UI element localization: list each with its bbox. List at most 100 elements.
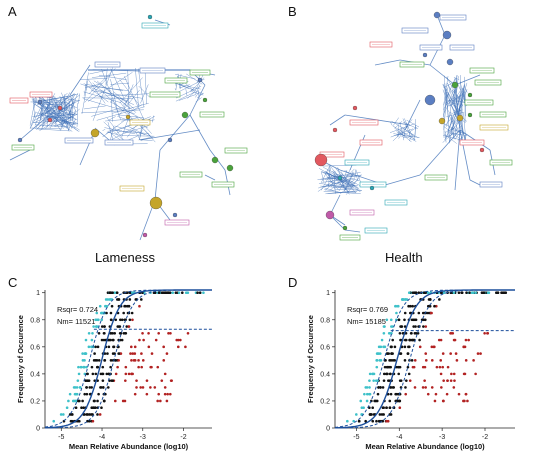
y-tick-label: 1 <box>326 290 330 297</box>
network-edge <box>64 103 66 106</box>
data-point <box>424 325 428 328</box>
data-point <box>407 304 410 308</box>
x-tick-label: -2 <box>180 434 186 441</box>
data-point <box>487 291 491 295</box>
data-point <box>88 386 92 389</box>
data-point <box>388 406 392 410</box>
network-edge <box>328 180 352 188</box>
y-tick-label: 0.4 <box>320 371 330 378</box>
data-point <box>123 304 127 308</box>
data-point <box>360 406 364 410</box>
y-tick-label: 0 <box>36 426 40 433</box>
data-point <box>457 291 461 295</box>
data-point <box>414 325 417 328</box>
data-point <box>102 338 106 342</box>
network-edge <box>398 130 405 139</box>
network-edge <box>393 117 399 126</box>
network-edge <box>189 114 211 151</box>
data-point <box>113 291 116 295</box>
network-edge <box>339 183 350 193</box>
network-edge <box>450 120 458 132</box>
data-point <box>382 331 386 335</box>
network-edge <box>52 107 58 123</box>
network-edge <box>344 184 347 191</box>
network-edge <box>134 130 141 140</box>
data-point <box>130 291 134 295</box>
data-point <box>137 359 140 362</box>
data-point <box>52 419 56 423</box>
data-point <box>177 291 181 295</box>
y-tick-label: 0.2 <box>30 398 40 405</box>
network-edge <box>396 131 417 142</box>
network-edge <box>323 167 362 187</box>
data-point <box>113 359 117 362</box>
data-point <box>124 372 128 376</box>
network-node <box>172 212 178 218</box>
data-point <box>132 359 136 362</box>
network-edge <box>447 102 457 107</box>
panel-b-letter: B <box>288 4 297 19</box>
data-point <box>430 311 433 315</box>
data-point <box>428 298 432 301</box>
network-edge <box>44 92 68 114</box>
data-point <box>376 352 380 355</box>
data-point <box>69 419 73 423</box>
x-tick-label: -5 <box>353 434 359 441</box>
network-node <box>433 11 441 19</box>
network-edge <box>111 97 113 122</box>
network-edge <box>19 109 56 141</box>
data-point <box>382 345 385 349</box>
network-edge <box>92 82 128 116</box>
data-point <box>462 345 466 349</box>
network-edge <box>104 127 136 135</box>
data-point <box>119 352 123 355</box>
data-point <box>112 345 115 349</box>
data-point <box>472 359 475 362</box>
data-point <box>86 413 90 416</box>
data-point <box>124 379 127 382</box>
data-point <box>404 386 407 389</box>
ci-curve <box>334 289 515 429</box>
network-edge <box>135 68 139 107</box>
data-point <box>95 365 99 369</box>
data-point <box>94 372 98 376</box>
network-edge <box>108 116 116 121</box>
data-point <box>82 365 86 369</box>
network-edge <box>93 80 112 92</box>
network-node <box>197 77 203 83</box>
network-edge <box>190 87 195 92</box>
data-point <box>127 304 131 308</box>
data-point <box>464 338 468 342</box>
network-edge <box>38 100 65 129</box>
network-edge <box>44 102 66 124</box>
x-axis-label: Mean Relative Abundance (log10) <box>69 442 189 451</box>
data-point <box>92 359 96 362</box>
network-edge <box>442 124 463 143</box>
data-point <box>413 359 417 362</box>
data-point <box>430 359 434 362</box>
data-point <box>99 386 102 389</box>
data-point <box>386 372 389 376</box>
data-point <box>410 318 414 322</box>
network-edge <box>107 90 137 113</box>
x-tick-label: -3 <box>140 434 146 441</box>
data-point <box>111 331 114 335</box>
network-edge <box>54 101 57 108</box>
annotation-rsqr: Rsqr= 0.769 <box>347 305 388 314</box>
network-node <box>325 210 335 220</box>
network-edge <box>446 76 464 107</box>
network-edge <box>452 75 458 105</box>
data-point <box>476 352 480 355</box>
network-edge <box>329 114 346 126</box>
network-edge <box>9 149 31 161</box>
data-point <box>399 338 402 342</box>
data-point <box>430 386 434 389</box>
network-node <box>57 105 63 111</box>
data-point <box>102 325 106 328</box>
data-point <box>74 406 78 410</box>
data-point <box>135 379 138 382</box>
data-point <box>167 331 170 335</box>
x-axis-label: Mean Relative Abundance (log10) <box>365 442 485 451</box>
data-point <box>382 379 386 382</box>
